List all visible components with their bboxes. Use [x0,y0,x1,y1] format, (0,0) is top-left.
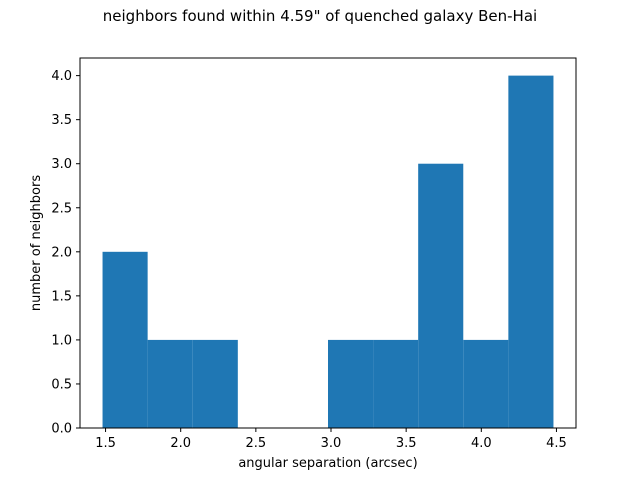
histogram-bar [373,339,419,428]
histogram-bar [102,251,148,428]
histogram-bar [147,339,193,428]
x-tick-label: 3.5 [396,436,417,451]
chart-title: neighbors found within 4.59" of quenched… [103,7,537,25]
histogram-bar [418,163,464,428]
histogram-bar [192,339,238,428]
y-axis: 0.0 0.5 1.0 1.5 2.0 2.5 3.0 3.5 4.0 [51,69,80,437]
plot-frame [79,57,577,429]
histogram-bar [328,339,374,428]
y-axis-title: number of neighbors [29,175,44,311]
y-tick-label: 2.0 [51,245,72,260]
y-tick-label: 0.5 [51,377,72,392]
x-axis: 1.5 2.0 2.5 3.0 3.5 4.0 4.5 [95,428,567,451]
y-tick-label: 2.5 [51,201,72,216]
histogram-bar [508,75,554,428]
y-tick-label: 0.0 [51,422,72,437]
y-tick-label: 1.0 [51,333,72,348]
y-tick-label: 3.0 [51,157,72,172]
x-tick-label: 4.5 [546,436,567,451]
x-tick-label: 4.0 [471,436,492,451]
y-tick-label: 1.5 [51,289,72,304]
y-tick-label: 3.5 [51,113,72,128]
x-tick-label: 3.0 [321,436,342,451]
x-tick-label: 1.5 [95,436,116,451]
x-tick-label: 2.0 [170,436,191,451]
bars-group [102,75,554,428]
y-tick-label: 4.0 [51,69,72,84]
histogram-bar [463,339,509,428]
x-tick-label: 2.5 [246,436,267,451]
x-axis-title: angular separation (arcsec) [238,456,417,471]
